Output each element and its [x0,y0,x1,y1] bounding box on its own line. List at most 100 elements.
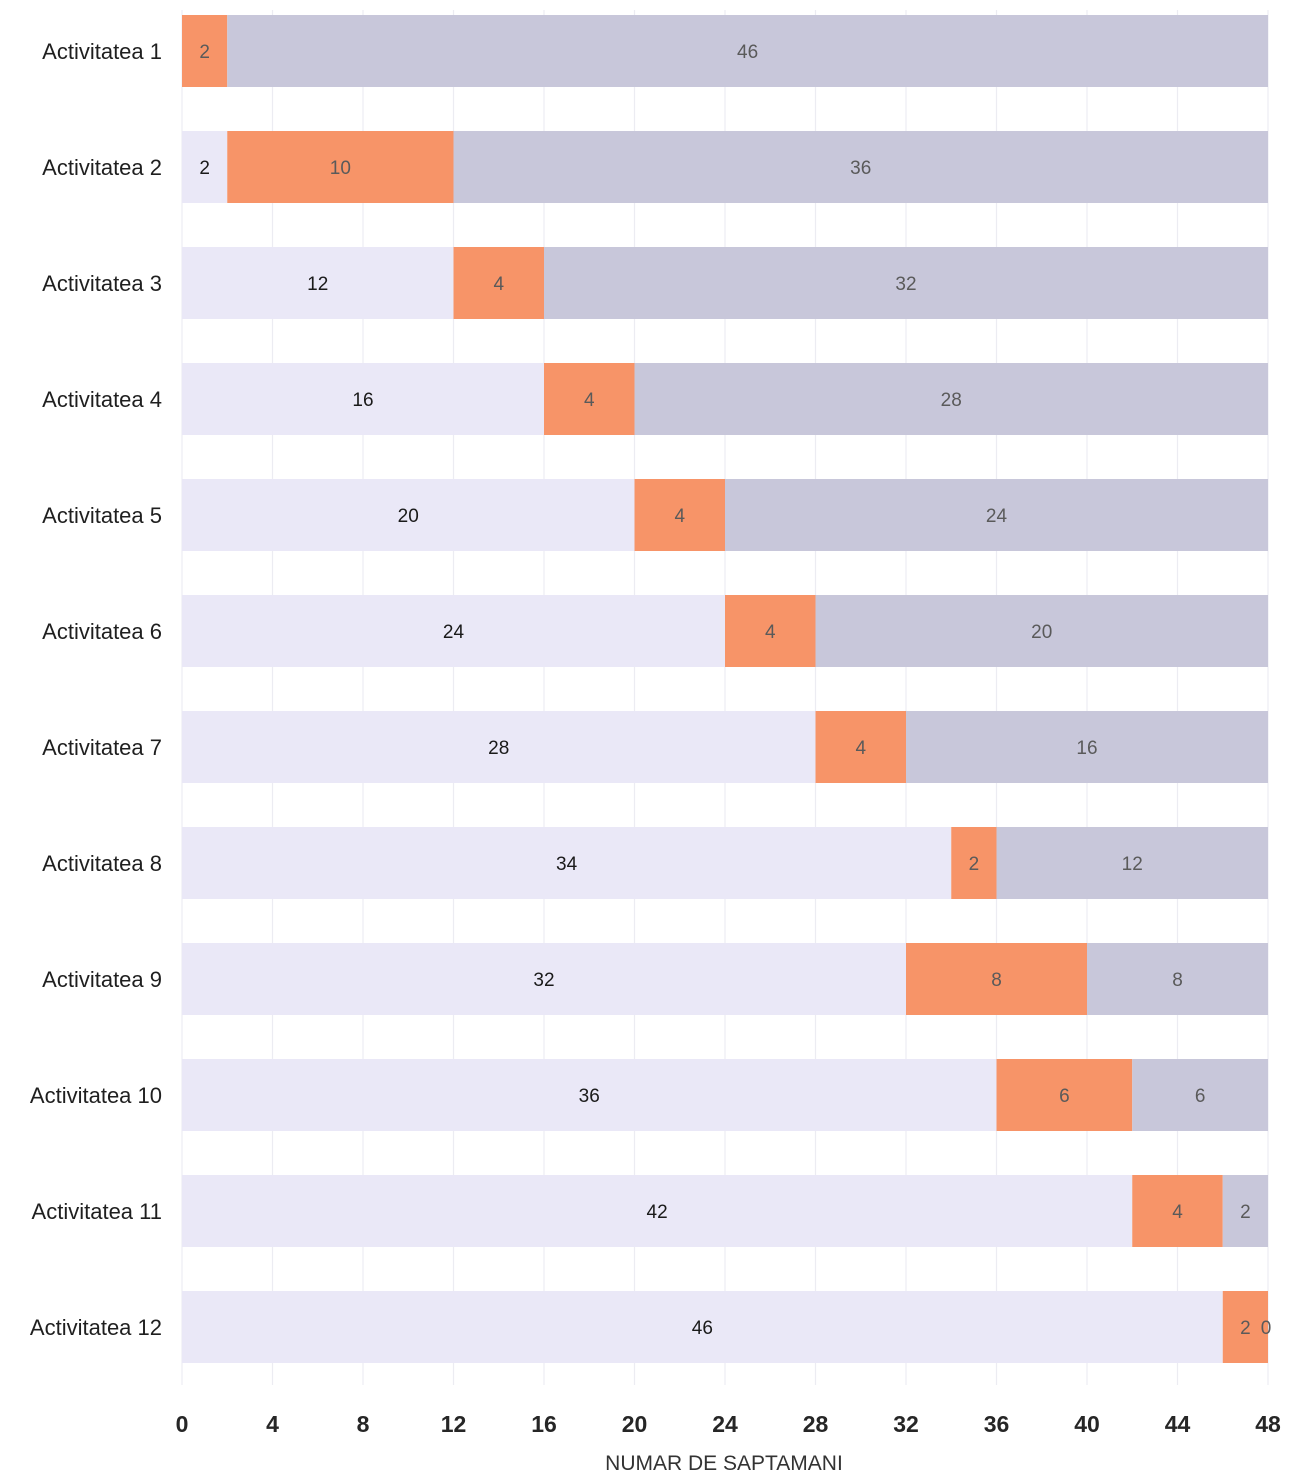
data-label: 2 [969,854,980,875]
data-label: 4 [674,506,685,527]
data-label: 32 [533,970,554,991]
data-label: 16 [1076,738,1097,759]
bar-segment [182,827,952,899]
data-label: 2 [199,42,210,63]
data-label: 4 [1172,1202,1183,1223]
x-tick-label: 4 [266,1411,279,1437]
data-label: 20 [398,506,419,527]
x-tick-label: 36 [984,1411,1010,1437]
bar-segment [182,363,544,435]
bar-segment [544,363,635,435]
category-label: Activitatea 4 [42,387,162,412]
category-label: Activitatea 8 [42,851,162,876]
bar-segment [815,595,1268,667]
category-label: Activitatea 1 [42,39,162,64]
data-label: 24 [986,506,1008,527]
data-label: 20 [1031,622,1052,643]
bar-segment [227,131,454,203]
bar-segment [182,247,454,319]
category-label: Activitatea 10 [30,1083,162,1108]
bar-segment [996,827,1268,899]
data-label: 42 [647,1202,668,1223]
data-label: 24 [443,622,465,643]
x-axis-title: NUMAR DE SAPTAMANI [605,1452,843,1475]
category-label: Activitatea 9 [42,967,162,992]
category-label: Activitatea 5 [42,503,162,528]
data-label: 4 [584,390,595,411]
x-tick-label: 32 [893,1411,919,1437]
data-label: 2 [1240,1202,1251,1223]
data-label: 12 [1122,854,1143,875]
bar-segment [182,15,228,87]
data-label: 36 [850,158,871,179]
category-label: Activitatea 7 [42,735,162,760]
bar-segment [1132,1175,1223,1247]
data-label: 4 [855,738,866,759]
x-tick-label: 12 [441,1411,467,1437]
bar-segment [634,363,1268,435]
data-label: 8 [1172,970,1183,991]
data-label: 36 [579,1086,600,1107]
bar-segment [1222,1291,1268,1363]
x-tick-label: 44 [1165,1411,1191,1437]
bar-segment [227,15,1268,87]
x-tick-label: 24 [712,1411,738,1437]
category-label: Activitatea 12 [30,1315,162,1340]
x-tick-label: 8 [357,1411,370,1437]
bar-segment [725,479,1268,551]
data-label: 4 [765,622,776,643]
bar-segment [725,595,816,667]
category-label: Activitatea 3 [42,271,162,296]
bar-segment [996,1059,1133,1131]
bar-segment [1087,943,1268,1015]
category-label: Activitatea 11 [32,1199,162,1224]
bar-segment [634,479,725,551]
bar-segment [815,711,906,783]
x-tick-label: 40 [1074,1411,1100,1437]
bar-segment [182,1175,1133,1247]
data-label: 28 [488,738,509,759]
x-tick-label: 0 [176,1411,189,1437]
category-label: Activitatea 2 [42,155,162,180]
bar-segment [182,1291,1223,1363]
bar-segment [453,131,1268,203]
bar-segment [182,943,906,1015]
data-label: 0 [1261,1318,1272,1339]
bar-segment [1222,1175,1268,1247]
bar-segment [1132,1059,1268,1131]
bar-segment [951,827,997,899]
bar-segment [182,711,816,783]
data-label: 8 [991,970,1002,991]
gridlines [181,10,1269,1385]
bar-segment [906,711,1268,783]
x-tick-labels: 0 4 8 12 16 20 24 28 32 36 40 44 48 [176,1411,1281,1437]
data-label: 46 [737,42,758,63]
bar-segment [906,943,1087,1015]
x-tick-label: 16 [531,1411,557,1437]
bar-segment [544,247,1268,319]
data-label: 28 [941,390,962,411]
data-label: 16 [352,390,373,411]
data-label: 46 [692,1318,713,1339]
bar-segment [182,479,635,551]
data-label: 4 [493,274,504,295]
data-label: 12 [307,274,328,295]
x-tick-label: 48 [1255,1411,1281,1437]
bar-segment [182,1059,997,1131]
data-label: 6 [1059,1086,1070,1107]
data-label: 2 [199,158,210,179]
category-labels: Activitatea 1 Activitatea 2 Activitatea 3 A… [30,39,162,1340]
category-label: Activitatea 6 [42,619,162,644]
bar-segment [182,595,725,667]
bar-segment [453,247,544,319]
data-label: 6 [1195,1086,1206,1107]
bar-segment [182,131,228,203]
data-label: 34 [556,854,578,875]
x-tick-label: 20 [622,1411,648,1437]
data-label: 10 [330,158,351,179]
data-label: 2 [1240,1318,1251,1339]
data-label: 32 [895,274,916,295]
x-tick-label: 28 [803,1411,829,1437]
